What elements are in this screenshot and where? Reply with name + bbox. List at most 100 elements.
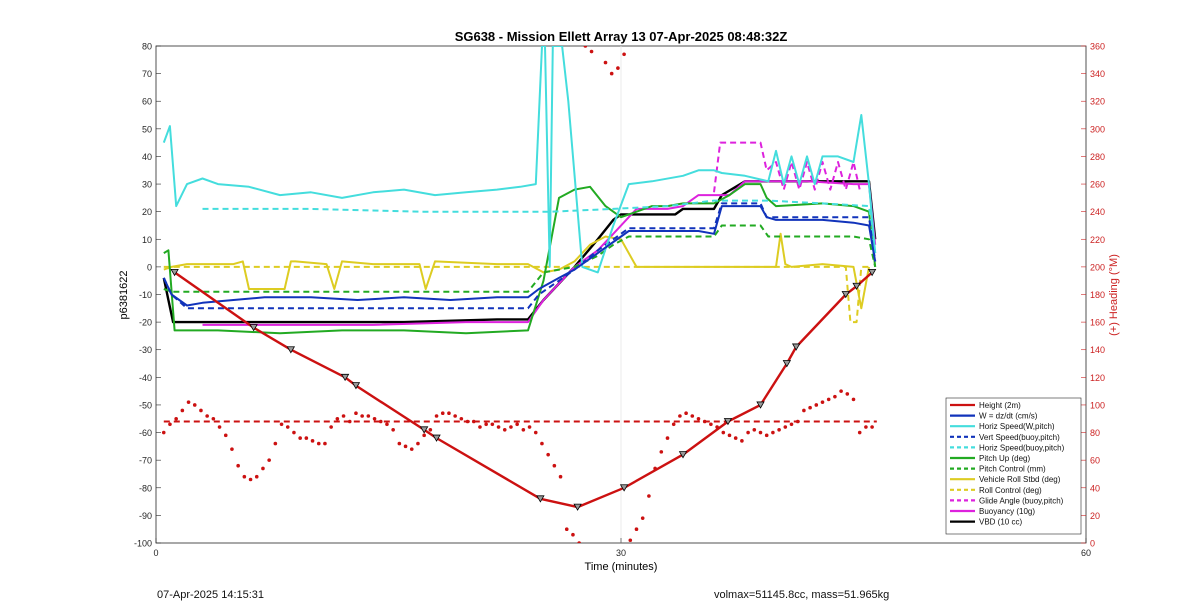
heading-point [360, 414, 364, 418]
heading-point [279, 422, 284, 427]
y-tick-label: 70 [142, 69, 152, 79]
heading-point [671, 422, 676, 427]
heading-point [223, 433, 228, 438]
y2-tick-label: 100 [1090, 400, 1105, 410]
heading-point [211, 416, 216, 421]
height-marker [351, 382, 361, 390]
heading-point [640, 516, 645, 520]
heading-point [802, 408, 806, 413]
y-tick-label: 0 [147, 262, 152, 272]
heading-point [665, 436, 670, 440]
heading-point [628, 538, 633, 543]
heading-point [552, 463, 557, 468]
y2-tick-label: 140 [1090, 345, 1105, 355]
series-pitch-control-mm [163, 224, 877, 293]
heading-point [721, 430, 726, 435]
heading-point [397, 441, 402, 446]
y2-tick-label: 180 [1090, 290, 1105, 300]
y-tick-label: 10 [142, 235, 152, 245]
series-layer [161, 46, 877, 543]
y2-tick-label: 360 [1090, 42, 1105, 52]
heading-point [285, 425, 290, 429]
heading-point [589, 49, 594, 54]
heading-point [752, 427, 757, 432]
y2-axis-label: (+) Heading (°M) [1108, 254, 1120, 336]
y-tick-label: 40 [142, 152, 152, 162]
heading-point [603, 60, 608, 65]
x-axis-label: Time (minutes) [585, 561, 658, 573]
legend-entry-height-2m: Height (2m) [979, 401, 1021, 410]
heading-point [403, 444, 408, 449]
heading-point [684, 411, 688, 416]
heading-point [273, 441, 278, 446]
y-tick-label: -10 [139, 290, 152, 300]
heading-point [310, 439, 315, 443]
heading-point [192, 403, 197, 407]
heading-point [447, 411, 451, 416]
heading-point [678, 414, 682, 418]
heading-point [515, 422, 519, 427]
series-buoyancy-10g [202, 180, 877, 326]
height-marker [678, 451, 688, 459]
y-tick-label: 50 [142, 124, 152, 134]
heading-point [690, 414, 695, 418]
height-marker [852, 282, 861, 291]
heading-point [609, 71, 614, 76]
heading-point [254, 474, 259, 479]
heading-point [558, 474, 563, 479]
y2-tick-label: 160 [1090, 318, 1105, 328]
heading-point [236, 463, 240, 468]
heading-point [248, 477, 253, 482]
height-marker [619, 484, 629, 492]
y-tick-label: -50 [139, 400, 152, 410]
heading-point [758, 430, 763, 435]
heading-point [161, 430, 166, 435]
heading-point [230, 447, 234, 451]
y2-tick-label: 60 [1090, 456, 1100, 466]
height-marker [170, 269, 179, 277]
height-marker [432, 434, 441, 442]
heading-point [727, 433, 732, 438]
x-tick-label: 60 [1081, 548, 1091, 558]
y2-tick-label: 200 [1090, 262, 1105, 272]
heading-point [820, 400, 825, 404]
heading-point [659, 450, 664, 454]
legend-entry-pitch-up-deg: Pitch Up (deg) [979, 454, 1030, 463]
heading-point [186, 400, 191, 404]
heading-point [459, 416, 464, 421]
heading-point [372, 416, 377, 421]
heading-point [292, 430, 296, 435]
height-marker [841, 291, 850, 299]
heading-point [496, 425, 501, 429]
series-pitch-up-deg [163, 183, 877, 335]
heading-point [174, 416, 178, 421]
heading-point [746, 430, 750, 435]
heading-point [385, 422, 389, 427]
y-tick-label: -20 [139, 318, 152, 328]
heading-point [864, 425, 868, 429]
heading-point [709, 422, 713, 427]
heading-point [261, 466, 265, 471]
footer-timestamp: 07-Apr-2025 14:15:31 [157, 589, 265, 601]
heading-point [453, 414, 457, 418]
heading-point [217, 425, 222, 429]
height-marker [723, 418, 733, 426]
heading-point [490, 422, 495, 427]
heading-point [354, 411, 358, 416]
height-marker [867, 269, 877, 277]
y2-tick-label: 220 [1090, 235, 1105, 245]
heading-point [870, 425, 874, 429]
heading-point [422, 433, 426, 438]
heading-point [391, 427, 395, 432]
height-marker [573, 503, 582, 511]
height-marker [286, 346, 296, 354]
heading-point [622, 52, 626, 57]
series-glide-angle-buoy-pitch [713, 141, 861, 193]
heading-point [323, 441, 327, 446]
heading-point [298, 436, 302, 440]
heading-point [740, 439, 744, 443]
height-marker [249, 324, 258, 332]
heading-point [851, 397, 856, 402]
legend-entry-vert-speed-buoy-pitch: Vert Speed(buoy,pitch) [979, 433, 1060, 442]
